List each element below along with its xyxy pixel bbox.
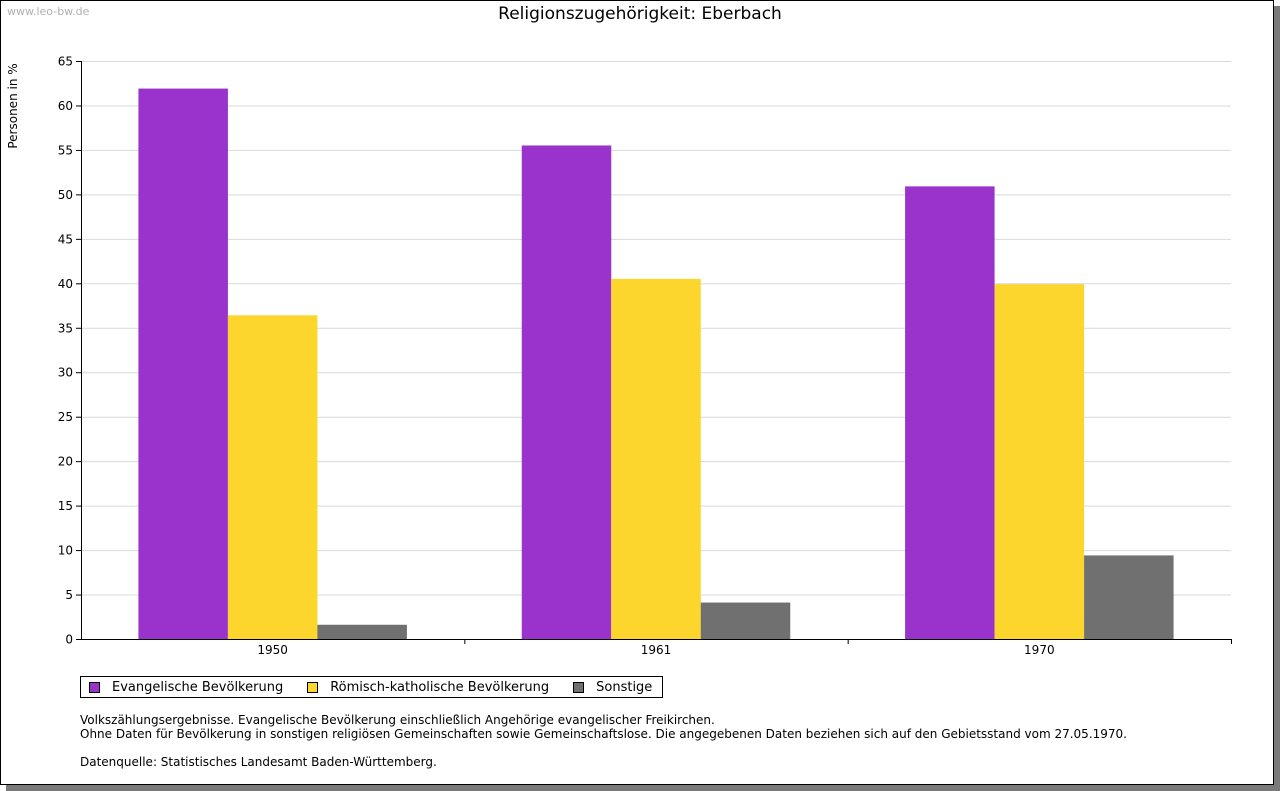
legend-item: Römisch-katholische Bevölkerung — [307, 680, 549, 695]
bar-1970-0 — [905, 186, 995, 640]
bar-1970-2 — [1084, 555, 1174, 639]
legend-label: Evangelische Bevölkerung — [112, 679, 284, 695]
y-tick-label: 45 — [58, 232, 73, 246]
x-tick-label: 1970 — [1024, 643, 1055, 657]
bar-1950-0 — [138, 88, 228, 639]
legend-swatch — [573, 681, 585, 693]
y-tick-label: 40 — [58, 277, 73, 291]
y-tick-label: 0 — [65, 633, 73, 647]
bar-1950-2 — [317, 624, 407, 639]
y-tick-label: 10 — [58, 544, 73, 558]
legend-swatch — [89, 681, 100, 693]
legend-label: Römisch-katholische Bevölkerung — [330, 679, 550, 695]
bar-1950-1 — [227, 315, 318, 639]
legend-item: Evangelische Bevölkerung — [89, 680, 283, 695]
chart-notes: Volkszählungsergebnisse. Evangelische Be… — [80, 713, 1127, 769]
y-tick-label: 20 — [58, 455, 73, 469]
y-tick-label: 15 — [58, 499, 73, 513]
legend-item: Sonstige — [573, 680, 652, 695]
bar-1961-1 — [611, 278, 701, 639]
watermark: www.leo-bw.de — [7, 5, 90, 18]
bar-1961-2 — [700, 602, 791, 639]
frame-shadow-bottom — [6, 785, 1280, 791]
note-line-1: Volkszählungsergebnisse. Evangelische Be… — [80, 713, 715, 727]
y-tick-label: 60 — [58, 99, 73, 113]
y-tick-label: 55 — [58, 143, 73, 157]
note-line-2: Ohne Daten für Bevölkerung in sonstigen … — [80, 727, 1127, 741]
y-axis-label: Personen in % — [6, 63, 20, 148]
y-tick-label: 35 — [58, 321, 73, 335]
legend-swatch — [307, 681, 319, 693]
y-tick-label: 25 — [58, 410, 73, 424]
chart-legend: Evangelische Bevölkerung Römisch-katholis… — [80, 676, 664, 698]
frame-shadow-right — [1274, 6, 1280, 791]
bar-chart: 0 5 10 15 20 25 30 35 40 45 50 55 60 65 Personen in % 1… — [6, 55, 1232, 657]
x-tick-label: 1961 — [641, 643, 672, 657]
y-tick-label: 5 — [65, 588, 73, 602]
data-source: Datenquelle: Statistisches Landesamt Bad… — [80, 755, 437, 769]
y-tick-label: 50 — [58, 188, 73, 202]
chart-title: Religionszugehörigkeit: Eberbach — [498, 4, 782, 24]
x-tick-label: 1950 — [257, 643, 288, 657]
bar-1961-0 — [521, 145, 612, 639]
y-tick-label: 30 — [58, 366, 73, 380]
y-tick-label: 65 — [58, 55, 73, 69]
bar-1970-1 — [994, 284, 1085, 639]
legend-label: Sonstige — [596, 679, 653, 695]
